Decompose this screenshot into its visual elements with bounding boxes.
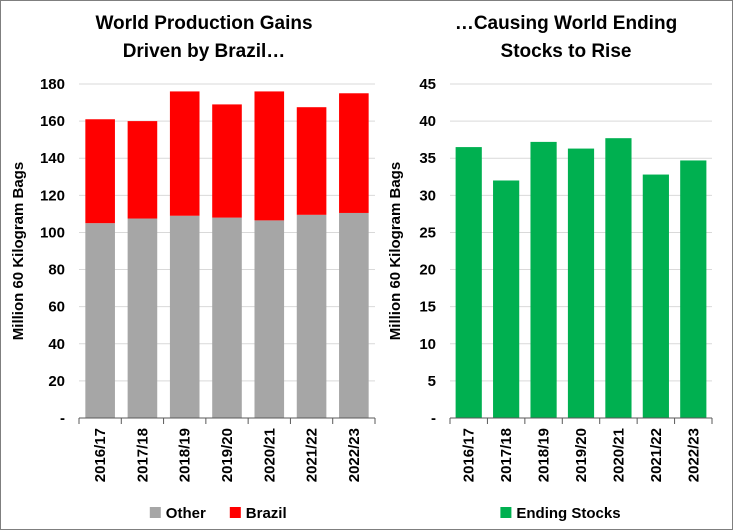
bar-ending-stocks xyxy=(493,180,520,418)
x-category-label: 2018/19 xyxy=(536,428,553,482)
y-tick-label: 120 xyxy=(40,187,65,204)
bar-other xyxy=(85,223,115,418)
y-axis-title: Million 60 Kilogram Bags xyxy=(10,162,27,340)
x-category-label: 2016/17 xyxy=(92,428,109,482)
legend-label: Ending Stocks xyxy=(516,505,620,522)
x-category-label: 2017/18 xyxy=(134,428,151,482)
y-tick-label: 5 xyxy=(428,373,436,390)
bar-ending-stocks xyxy=(642,174,669,418)
bar-ending-stocks xyxy=(680,160,707,418)
bar-other xyxy=(212,217,242,418)
x-category-label: 2019/20 xyxy=(219,428,236,482)
x-category-label: 2020/21 xyxy=(261,428,278,482)
x-category-label: 2020/21 xyxy=(610,428,627,482)
legend-swatch xyxy=(500,507,512,518)
legend-label: Brazil xyxy=(246,505,287,522)
bar-ending-stocks xyxy=(530,141,557,419)
x-category-label: 2019/20 xyxy=(573,428,590,482)
y-tick-label: 10 xyxy=(419,336,436,353)
bar-brazil xyxy=(296,107,327,215)
legend: Other Brazil xyxy=(149,505,287,522)
bar-brazil xyxy=(169,91,200,216)
chart-title-line: Stocks to Rise xyxy=(501,41,632,62)
bar-brazil xyxy=(254,91,285,221)
y-axis-title: Million 60 Kilogram Bags xyxy=(387,162,404,340)
chart-title-line: Driven by Brazil… xyxy=(123,41,286,62)
y-tick-label: - xyxy=(60,410,65,427)
bar-ending-stocks xyxy=(567,148,595,418)
y-tick-label: 30 xyxy=(419,187,436,204)
y-tick-label: 40 xyxy=(419,113,436,130)
bar-brazil xyxy=(127,121,158,219)
bar-other xyxy=(296,214,327,418)
x-category-label: 2021/22 xyxy=(648,428,665,482)
x-category-label: 2016/17 xyxy=(461,428,478,482)
y-tick-label: 180 xyxy=(40,76,65,93)
chart-panel-1: World Production Gains Driven by Brazil… -… xyxy=(10,13,376,522)
y-tick-label: 15 xyxy=(419,299,436,316)
y-tick-label: 35 xyxy=(419,150,436,167)
bar-other xyxy=(127,218,158,418)
y-tick-label: 45 xyxy=(419,76,436,93)
bar-ending-stocks xyxy=(605,138,632,418)
y-tick-label: 40 xyxy=(48,336,65,353)
legend-swatch xyxy=(229,507,241,518)
chart-panel-2: …Causing World Ending Stocks to Rise - 5 10 1… xyxy=(387,13,713,522)
x-category-label: 2022/23 xyxy=(685,428,702,482)
y-tick-label: 140 xyxy=(40,150,65,167)
x-category-label: 2022/23 xyxy=(346,428,363,482)
bar-ending-stocks xyxy=(455,147,482,419)
legend: Ending Stocks xyxy=(500,505,621,522)
bar-brazil xyxy=(212,104,242,218)
legend-swatch xyxy=(149,507,161,518)
x-category-label: 2018/19 xyxy=(177,428,194,482)
y-tick-label: 25 xyxy=(419,224,436,241)
bar-other xyxy=(254,220,285,418)
bar-other xyxy=(339,212,369,418)
y-tick-label: 20 xyxy=(48,373,65,390)
y-tick-label: 60 xyxy=(48,299,65,316)
y-tick-label: - xyxy=(431,410,436,427)
bar-brazil xyxy=(85,119,115,224)
y-tick-label: 160 xyxy=(40,113,65,130)
y-tick-label: 80 xyxy=(48,262,65,279)
chart-title-line: World Production Gains xyxy=(95,13,312,34)
y-tick-label: 20 xyxy=(419,262,436,279)
x-category-label: 2021/22 xyxy=(304,428,321,482)
bar-brazil xyxy=(339,93,369,213)
bar-other xyxy=(169,215,200,418)
legend-label: Other xyxy=(166,505,206,522)
chart-title-line: …Causing World Ending xyxy=(455,13,677,34)
x-category-label: 2017/18 xyxy=(498,428,515,482)
y-tick-label: 100 xyxy=(40,224,65,241)
